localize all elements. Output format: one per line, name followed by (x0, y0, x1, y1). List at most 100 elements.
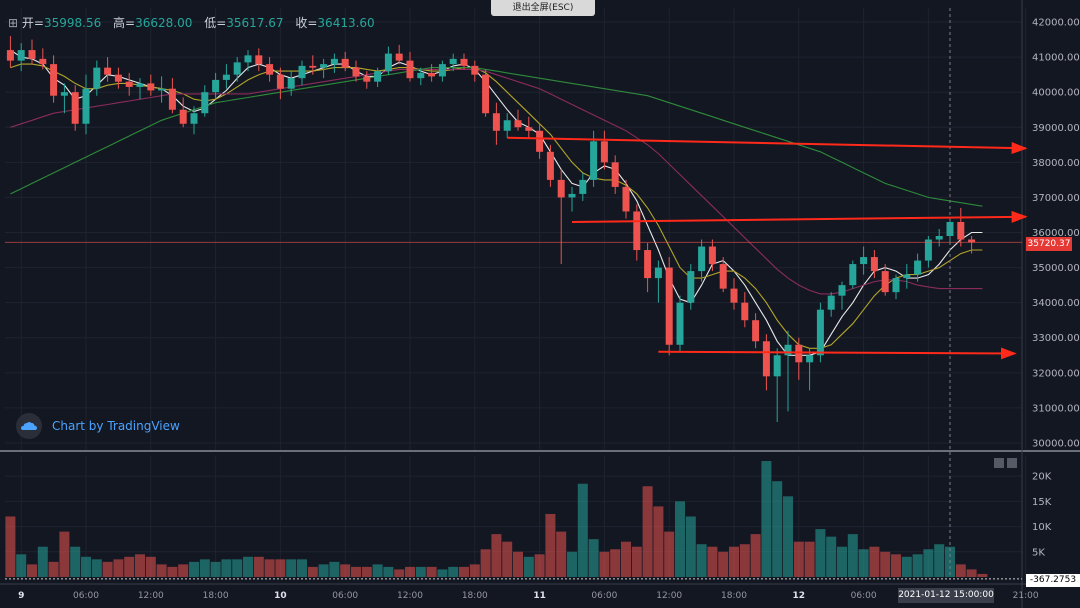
candle-body (104, 67, 112, 75)
pane-controls (994, 458, 1017, 468)
current-price-label: 35720.37 (1026, 237, 1072, 251)
volume-bar (912, 554, 923, 577)
candle-body (298, 65, 306, 79)
candle-body (806, 355, 814, 363)
volume-bar (534, 554, 545, 577)
volume-bar (664, 531, 675, 577)
volume-last-label: -367.2753 (1026, 574, 1080, 587)
time-tick-label: 11 (533, 591, 546, 601)
candle-body (266, 64, 274, 75)
candle-body (222, 74, 230, 80)
candle-body (741, 302, 749, 321)
volume-bar (642, 486, 653, 577)
candle-body (957, 221, 965, 240)
pane-down-icon[interactable] (1007, 458, 1017, 468)
open-value: 35998.56 (43, 16, 102, 30)
price-tick-label: 34000.00 (1032, 298, 1080, 309)
candle-body (654, 267, 662, 279)
time-tick-label: 12:00 (138, 591, 164, 601)
volume-bar (459, 566, 469, 577)
candle-body (114, 74, 122, 82)
candle-body (352, 67, 360, 77)
candle-body (924, 239, 932, 261)
volume-bar (405, 566, 415, 577)
candle-body (622, 186, 630, 212)
volume-bar (718, 551, 729, 577)
volume-bar (826, 536, 837, 577)
candle-body (881, 271, 889, 293)
candle-body (611, 162, 619, 187)
volume-bar (102, 561, 113, 577)
candle-body (870, 257, 878, 272)
volume-bar (588, 539, 599, 577)
volume-bar (739, 544, 750, 577)
time-tick-label: 18:00 (462, 591, 488, 601)
volume-bar (189, 561, 199, 577)
volume-bar (286, 559, 297, 577)
candle-body (644, 250, 652, 279)
close-value: 36413.60 (317, 16, 375, 30)
candle-body (730, 288, 738, 303)
candle-body (255, 55, 263, 65)
volume-bar (307, 566, 318, 577)
volume-bar (27, 564, 37, 577)
volume-bar (124, 556, 135, 577)
volume-bar (221, 559, 232, 577)
candle-body (60, 92, 68, 96)
candle-body (212, 79, 220, 93)
candle-body (773, 355, 781, 377)
ohlc-toggle-icon[interactable]: ⊞ (8, 16, 19, 30)
volume-bar (621, 541, 631, 577)
price-tick-label: 41000.00 (1032, 53, 1080, 64)
time-tick-label: 06:00 (332, 591, 358, 601)
volume-bar (469, 564, 480, 577)
candle-body (244, 55, 252, 63)
volume-bar (934, 544, 945, 577)
price-tick-label: 36000.00 (1032, 228, 1080, 239)
volume-bar (761, 461, 772, 577)
volume-bar (923, 549, 934, 577)
candle-body (374, 71, 382, 82)
candle-body (179, 109, 187, 124)
pane-up-icon[interactable] (994, 458, 1004, 468)
candle-body (6, 50, 14, 61)
volume-bar (685, 516, 696, 577)
candle-body (39, 58, 47, 65)
volume-bar (37, 546, 48, 577)
candle-body (168, 88, 176, 110)
time-tick-label: 12:00 (397, 591, 423, 601)
candle-body (201, 92, 209, 114)
volume-bar (16, 554, 27, 577)
volume-bar (577, 483, 588, 577)
volume-bar (955, 564, 966, 577)
high-value: 36628.00 (135, 16, 193, 30)
candle-body (482, 74, 490, 114)
volume-bar (804, 541, 815, 577)
volume-bar (545, 513, 556, 577)
volume-bar (81, 556, 91, 577)
candle-body (546, 151, 554, 180)
price-tick-label: 42000.00 (1032, 18, 1080, 29)
candle-body (492, 113, 500, 131)
volume-bar (415, 566, 426, 577)
candle-body (514, 120, 522, 128)
volume-bar (243, 556, 253, 577)
volume-bar (156, 564, 167, 577)
time-tick-label: 12 (793, 591, 806, 601)
candle-body (330, 58, 338, 65)
volume-bar (275, 559, 286, 577)
candle-body (147, 83, 155, 91)
candle-body (417, 72, 425, 79)
exit-fullscreen-button[interactable]: 退出全屏(ESC) (491, 0, 595, 16)
tradingview-badge[interactable]: Chart by TradingView (16, 412, 180, 440)
candle-body (320, 64, 328, 68)
price-tick-label: 40000.00 (1032, 88, 1080, 99)
candle-body (276, 74, 284, 89)
candle-body (784, 344, 792, 356)
volume-bar (610, 549, 621, 577)
volume-bar (297, 559, 307, 577)
volume-bar (707, 546, 718, 577)
time-tick-label: 06:00 (591, 591, 617, 601)
